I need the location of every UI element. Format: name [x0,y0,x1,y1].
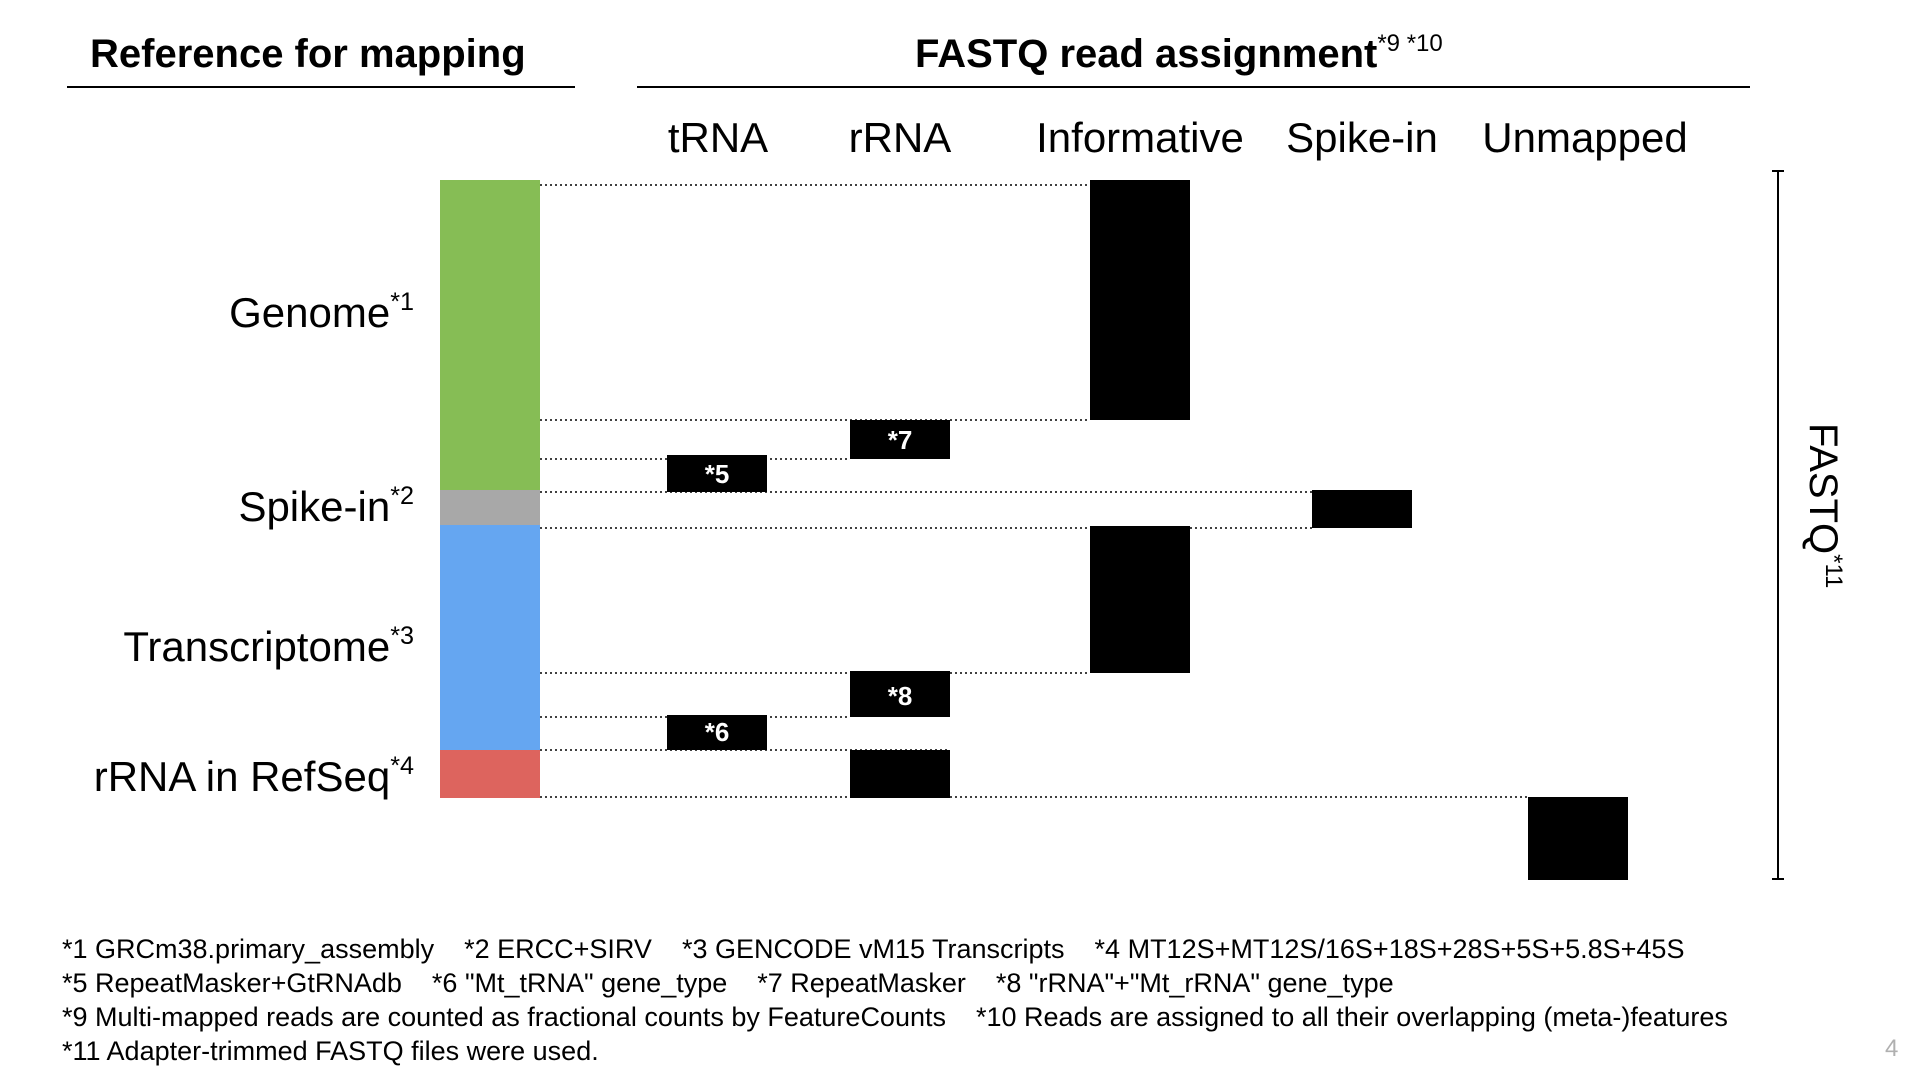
block-transcriptome-trna [667,715,767,750]
fastq-side-label: FASTQ*11 [1801,423,1847,588]
header-reference-for-mapping: Reference for mapping [90,32,526,76]
footnotes: *1 GRCm38.primary_assembly *2 ERCC+SIRV *3… [62,932,1758,1068]
column-header-trna: tRNA [668,114,768,161]
block-transcriptome-rrna [850,671,950,717]
ref-bar-spike-in [440,490,540,525]
ref-label-rrna-in-refseq-text: rRNA in RefSeq [94,753,390,800]
ref-label-genome: Genome*1 [229,288,414,336]
block-transcriptome-informative [1090,526,1190,673]
tag-genome-trna: *5 [705,459,730,489]
ref-label-transcriptome-sup: *3 [390,622,414,650]
ref-label-transcriptome-text: Transcriptome [123,623,390,670]
ref-bar-transcriptome [440,525,540,750]
footnote-8: *8 "rRNA"+"Mt_rRNA" gene_type [995,968,1394,998]
fastq-side-sup: *11 [1820,554,1847,588]
header-right-text: FASTQ read assignment [915,32,1377,76]
ref-label-spike-in-text: Spike-in [238,483,390,530]
ref-label-genome-sup: *1 [390,288,414,316]
ref-label-rrna-in-refseq-sup: *4 [390,752,414,780]
footnote-9: *9 Multi-mapped reads are counted as fra… [62,1002,946,1032]
block-spike-in [1312,490,1412,528]
block-genome-informative [1090,180,1190,420]
column-header-informative: Informative [1036,114,1244,161]
ref-label-spike-in: Spike-in*2 [238,482,414,530]
tag-genome-rrna: *7 [888,425,913,455]
footnote-6: *6 "Mt_tRNA" gene_type [431,968,728,998]
footnote-7: *7 RepeatMasker [757,968,966,998]
footnote-3: *3 GENCODE vM15 Transcripts [681,934,1065,964]
footnote-line-1: *1 GRCm38.primary_assembly *2 ERCC+SIRV *3… [62,932,1758,966]
footnote-1: *1 GRCm38.primary_assembly [62,934,435,964]
tag-transcriptome-rrna: *8 [888,681,913,711]
footnote-11: *11 Adapter-trimmed FASTQ files were use… [62,1036,599,1066]
ref-label-genome-text: Genome [229,289,390,336]
footnote-4: *4 MT12S+MT12S/16S+18S+28S+5S+5.8S+45S [1094,934,1685,964]
block-unmapped [1528,797,1628,880]
fastq-bracket [1772,170,1784,880]
page-number: 4 [1885,1035,1899,1062]
footnote-10: *10 Reads are assigned to all their over… [976,1002,1728,1032]
footnote-line-2: *5 RepeatMasker+GtRNAdb *6 "Mt_tRNA" gene… [62,966,1758,1000]
block-genome-trna [667,455,767,492]
tag-transcriptome-trna: *6 [705,717,730,747]
block-genome-rrna [850,420,950,459]
ref-label-spike-in-sup: *2 [390,482,414,510]
footnote-line-4: *11 Adapter-trimmed FASTQ files were use… [62,1034,1758,1068]
block-refseq-rrna [850,750,950,798]
header-right-sup: *9 *10 [1377,30,1442,57]
column-header-rrna: rRNA [849,114,952,161]
ref-bar-genome [440,180,540,490]
footnote-2: *2 ERCC+SIRV [464,934,652,964]
header-fastq-read-assignment: FASTQ read assignment*9 *10 [915,30,1443,76]
column-header-spike-in: Spike-in [1286,114,1438,161]
footnote-5: *5 RepeatMasker+GtRNAdb [62,968,402,998]
fastq-side-text: FASTQ [1801,423,1845,554]
ref-label-rrna-in-refseq: rRNA in RefSeq*4 [94,752,414,800]
ref-bar-rrna-in-refseq [440,750,540,798]
column-header-unmapped: Unmapped [1482,114,1687,161]
ref-label-transcriptome: Transcriptome*3 [123,622,414,670]
footnote-line-3: *9 Multi-mapped reads are counted as fra… [62,1000,1758,1034]
